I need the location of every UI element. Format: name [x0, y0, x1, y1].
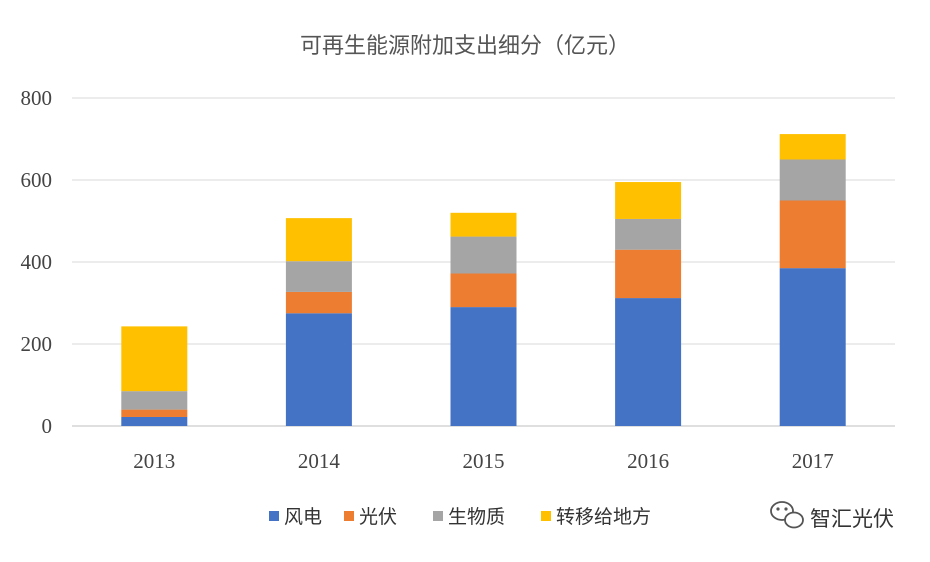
x-tick-label: 2013	[133, 449, 175, 473]
x-axis-ticks: 2013 2014 2015 2016 2017	[133, 449, 833, 473]
bar-2013-series-0	[121, 416, 188, 426]
bar-2016-series-0	[615, 298, 682, 426]
legend-swatch	[541, 511, 551, 521]
bar-2017-series-3	[779, 134, 846, 160]
x-tick-label: 2017	[792, 449, 834, 473]
chart-title: 可再生能源附加支出细分（亿元）	[300, 34, 630, 59]
legend-label: 光伏	[359, 506, 397, 528]
bar-2017-series-2	[779, 159, 846, 201]
y-tick-label: 400	[21, 250, 53, 274]
bar-2017-series-1	[779, 200, 846, 269]
y-tick-label: 800	[21, 86, 53, 110]
bar-2013-series-1	[121, 409, 188, 417]
y-tick-label: 200	[21, 332, 53, 356]
bar-2015-series-1	[450, 273, 517, 308]
watermark: 智汇光伏	[770, 501, 894, 531]
bar-2016-series-2	[615, 218, 682, 250]
y-tick-label: 600	[21, 168, 53, 192]
watermark-text: 智汇光伏	[810, 507, 894, 531]
bar-2015-series-0	[450, 307, 517, 426]
legend-swatch	[433, 511, 443, 521]
legend-label: 风电	[284, 506, 322, 528]
bar-2014-series-0	[285, 313, 352, 426]
bar-2016-series-3	[615, 182, 682, 219]
x-tick-label: 2015	[463, 449, 505, 473]
bar-2016-series-1	[615, 249, 682, 299]
wechat-icon	[770, 501, 804, 529]
y-tick-label: 0	[42, 414, 53, 438]
bar-2014-series-3	[285, 218, 352, 262]
bar-2014-series-1	[285, 291, 352, 314]
legend-swatch	[344, 511, 354, 521]
legend: 风电 光伏 生物质 转移给地方	[269, 506, 651, 528]
y-axis-ticks: 0 200 400 600 800	[21, 86, 53, 438]
bar-2017-series-0	[779, 268, 846, 426]
legend-swatch	[269, 511, 279, 521]
x-tick-label: 2016	[627, 449, 669, 473]
bars	[121, 134, 846, 426]
legend-label: 生物质	[448, 506, 505, 528]
x-tick-label: 2014	[298, 449, 341, 473]
bar-2015-series-2	[450, 236, 517, 274]
bar-2014-series-2	[285, 261, 352, 292]
legend-label: 转移给地方	[556, 506, 651, 528]
bar-2013-series-3	[121, 326, 188, 392]
bar-2013-series-2	[121, 391, 188, 410]
bar-2015-series-3	[450, 212, 517, 237]
